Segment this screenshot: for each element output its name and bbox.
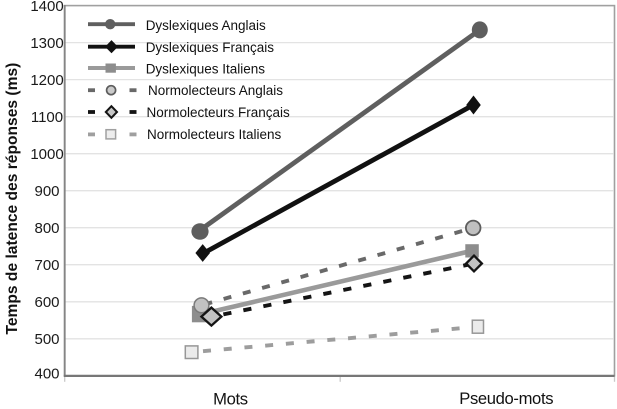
svg-text:600: 600 [34, 294, 59, 311]
svg-text:1400: 1400 [30, 0, 63, 15]
svg-text:400: 400 [34, 365, 59, 382]
svg-text:Mots: Mots [213, 390, 248, 409]
svg-text:500: 500 [34, 331, 59, 348]
svg-text:Temps de latence des réponses: Temps de latence des réponses (ms) [4, 63, 21, 335]
svg-text:Dyslexiques Anglais: Dyslexiques Anglais [146, 18, 266, 33]
svg-text:Normolecteurs Français: Normolecteurs Français [147, 105, 291, 120]
svg-text:900: 900 [34, 183, 59, 200]
svg-text:Dyslexiques Italiens: Dyslexiques Italiens [146, 62, 266, 77]
svg-text:Dyslexiques Français: Dyslexiques Français [146, 40, 275, 55]
svg-text:1100: 1100 [31, 109, 63, 126]
svg-text:1300: 1300 [30, 35, 63, 52]
svg-text:1000: 1000 [30, 146, 63, 163]
svg-text:700: 700 [34, 257, 59, 274]
svg-text:Normolecteurs Italiens: Normolecteurs Italiens [147, 127, 282, 142]
svg-text:Pseudo-mots: Pseudo-mots [459, 389, 553, 408]
svg-text:1200: 1200 [30, 72, 63, 89]
svg-text:800: 800 [34, 220, 59, 237]
svg-text:Normolecteurs Anglais: Normolecteurs Anglais [148, 83, 283, 98]
